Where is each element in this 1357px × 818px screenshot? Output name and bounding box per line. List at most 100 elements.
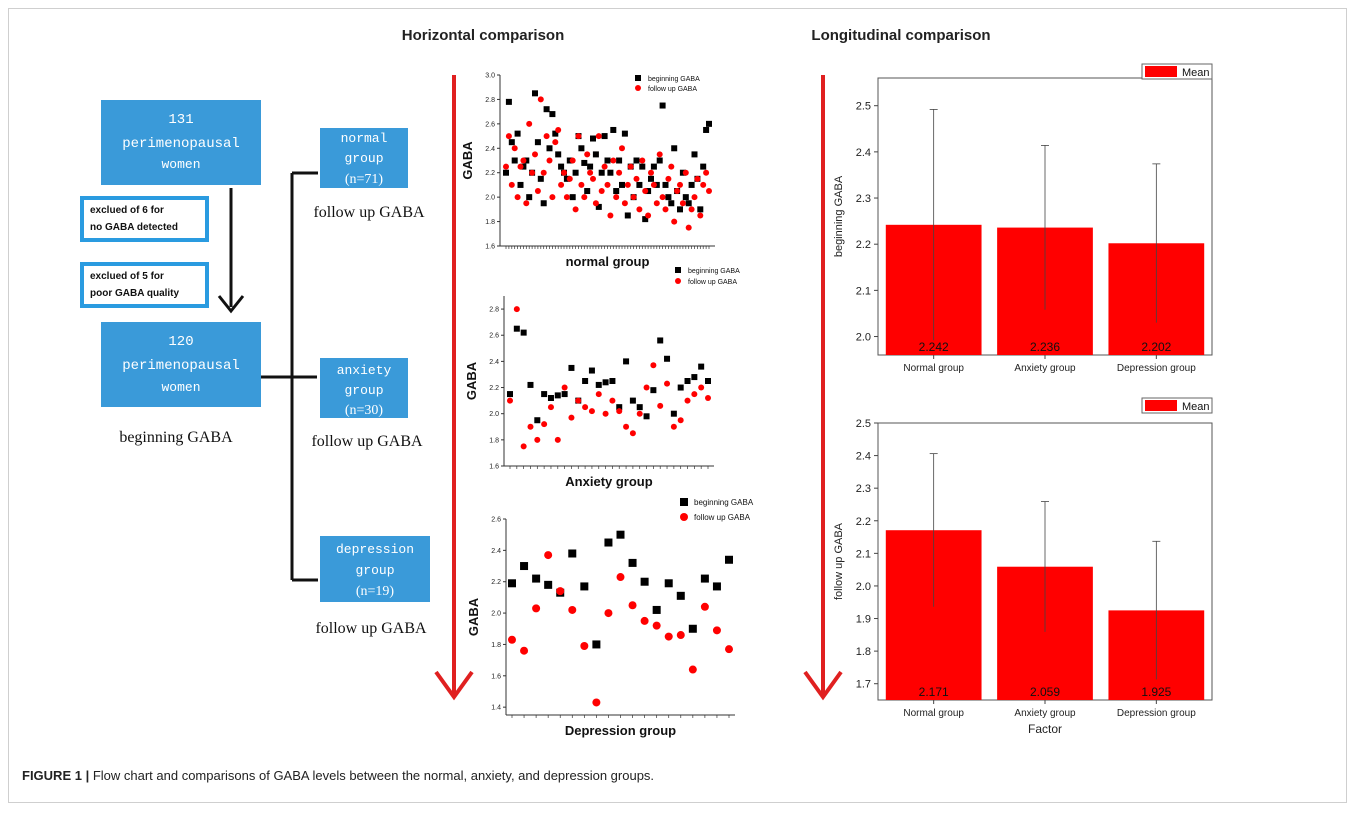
data-point-follow-up	[590, 175, 596, 182]
exclusion-1-line-2: no GABA detected	[90, 222, 178, 233]
data-point-beginning	[532, 574, 541, 583]
data-point-follow-up	[514, 194, 521, 201]
data-point-beginning	[648, 175, 654, 182]
data-point-follow-up	[642, 188, 649, 195]
y-tick-label: 2.0	[491, 611, 501, 618]
data-point-beginning	[633, 157, 640, 164]
data-point-beginning	[650, 387, 657, 394]
data-point-beginning	[544, 580, 553, 589]
data-point-beginning	[513, 325, 520, 332]
y-tick-label: 2.2	[489, 385, 499, 392]
data-point-follow-up	[621, 200, 628, 207]
x-axis-label: Anxiety group	[565, 474, 652, 489]
y-tick-label: 1.7	[856, 679, 871, 691]
data-point-beginning	[609, 378, 616, 384]
data-point-follow-up	[520, 443, 527, 450]
y-tick-label: 2.5	[856, 101, 871, 113]
data-point-follow-up	[679, 200, 686, 207]
x-tick-label: Anxiety group	[1014, 708, 1076, 719]
bar-value-label: 2.059	[1030, 685, 1060, 699]
data-point-beginning	[700, 163, 707, 170]
data-point-follow-up	[566, 175, 573, 182]
legend-label: follow up GABA	[648, 86, 697, 93]
data-point-beginning	[554, 392, 561, 399]
data-point-follow-up	[587, 169, 594, 176]
data-point-beginning	[602, 379, 609, 386]
legend-swatch-follow-up	[680, 513, 688, 521]
anxiety-group-box	[320, 358, 408, 418]
y-tick-label: 2.0	[485, 195, 495, 202]
data-point-follow-up	[556, 587, 565, 596]
data-point-beginning	[537, 175, 544, 182]
anxiety-group-label: follow up GABA	[311, 433, 423, 450]
data-point-follow-up	[665, 175, 672, 182]
data-point-beginning	[640, 577, 649, 586]
data-point-follow-up	[656, 151, 663, 158]
data-point-beginning	[607, 169, 614, 176]
data-point-follow-up	[659, 194, 666, 201]
data-point-follow-up	[652, 621, 661, 630]
scatter-anxiety-group: 1.6 1.8 2.0 2.2 2.4 2.6 2.8 Anxiety group GABA be…	[464, 267, 740, 489]
y-axis-label: GABA	[466, 597, 481, 636]
data-point-follow-up	[677, 417, 684, 424]
time-arrow-horizontal	[434, 75, 474, 701]
data-point-beginning	[527, 381, 534, 388]
data-point-follow-up	[582, 404, 589, 411]
legend-label: beginning GABA	[688, 268, 740, 275]
cohort-label: beginning GABA	[119, 429, 233, 446]
data-point-beginning	[624, 212, 631, 219]
data-point-beginning	[601, 133, 608, 140]
data-point-follow-up	[511, 145, 518, 152]
data-point-beginning	[520, 562, 529, 571]
data-point-follow-up	[598, 188, 605, 195]
anxiety-group-line-3: (n=30)	[345, 403, 384, 418]
data-point-beginning	[691, 374, 698, 381]
flow-chart: 131 perimenopausal women exclued of 6 fo…	[80, 100, 430, 637]
data-point-follow-up	[694, 175, 701, 182]
y-tick-label: 2.4	[489, 359, 499, 366]
y-tick-label: 2.4	[485, 146, 495, 153]
data-point-beginning	[623, 358, 630, 365]
data-point-beginning	[677, 206, 683, 213]
data-point-follow-up	[592, 698, 601, 707]
data-point-follow-up	[616, 573, 625, 582]
data-point-follow-up	[698, 384, 705, 391]
data-point-follow-up	[520, 646, 529, 655]
data-point-follow-up	[623, 423, 630, 430]
data-point-beginning	[546, 145, 553, 152]
y-tick-label: 2.6	[485, 121, 495, 128]
legend-label: follow up GABA	[688, 279, 737, 286]
legend-label: follow up GABA	[694, 513, 751, 522]
data-point-beginning	[706, 120, 712, 127]
data-point-follow-up	[629, 430, 636, 437]
figure-caption: FIGURE 1 | Flow chart and comparisons of…	[22, 768, 654, 783]
legend-label: beginning GABA	[694, 498, 754, 507]
data-point-follow-up	[670, 423, 677, 430]
data-point-beginning	[712, 582, 721, 591]
data-point-follow-up	[640, 616, 649, 625]
data-point-follow-up	[627, 163, 634, 170]
data-point-beginning	[688, 624, 697, 633]
cohort-box-line-1: 120	[168, 334, 193, 350]
y-axis-label: beginning GABA	[833, 175, 845, 257]
data-point-follow-up	[527, 423, 534, 430]
time-arrow-head	[803, 670, 843, 701]
data-point-follow-up	[561, 384, 568, 391]
legend-label: beginning GABA	[648, 76, 700, 83]
cohort-box-line-3: women	[161, 380, 200, 395]
data-point-beginning	[725, 555, 733, 564]
data-point-follow-up	[610, 157, 617, 164]
depression-group-line-1: depression	[336, 542, 414, 557]
data-point-follow-up	[700, 181, 707, 188]
data-point-beginning	[688, 181, 695, 188]
data-point-beginning	[684, 378, 691, 384]
data-point-beginning	[532, 90, 538, 97]
data-point-beginning	[636, 404, 643, 411]
y-tick-label: 2.5	[856, 418, 871, 430]
x-axis-label: Depression group	[565, 723, 676, 738]
normal-group-line-1: normal	[341, 131, 388, 146]
data-point-beginning	[697, 206, 704, 213]
y-tick-label: 2.2	[856, 239, 871, 251]
x-tick-label: Normal group	[903, 708, 964, 719]
scatter-depression-group: 1.4 1.6 1.8 2.0 2.2 2.4 2.6 Depression group GAB…	[466, 498, 754, 738]
